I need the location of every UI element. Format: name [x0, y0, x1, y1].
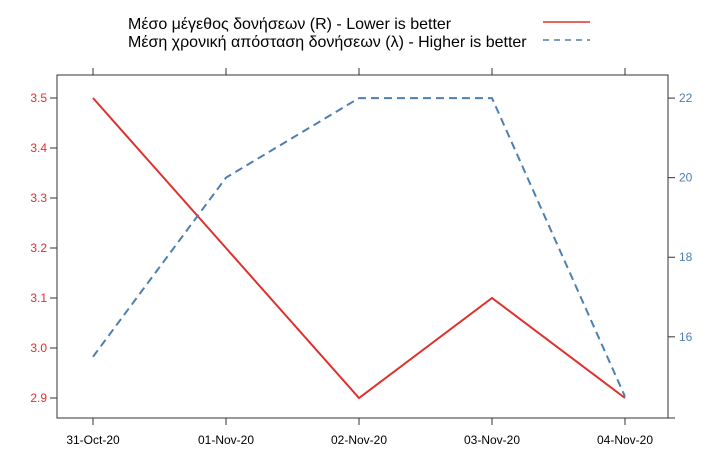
right-tick-label: 16 [679, 330, 693, 344]
left-tick-label: 3.4 [30, 141, 47, 155]
x-tick-label: 03-Nov-20 [464, 433, 520, 447]
legend: Μέσο μέγεθος δονήσεων (R) - Lower is bet… [128, 16, 590, 51]
x-tick-label: 01-Nov-20 [198, 433, 254, 447]
series-line-lambda [92, 97, 626, 397]
x-tick-label: 04-Nov-20 [597, 433, 653, 447]
legend-label-r: Μέσο μέγεθος δονήσεων (R) - Lower is bet… [128, 16, 452, 33]
left-tick-label: 3.1 [30, 291, 47, 305]
series-line-r [92, 97, 626, 400]
x-tick-label: 31-Oct-20 [66, 433, 120, 447]
plot-frame [56, 74, 669, 419]
right-tick-label: 20 [679, 171, 693, 185]
legend-label-lambda: Μέση χρονική απόσταση δονήσεων (λ) - Hig… [128, 34, 527, 51]
left-tick-label: 2.9 [30, 391, 47, 405]
left-tick-label: 3.0 [30, 341, 47, 355]
left-tick-label: 3.5 [30, 91, 47, 105]
right-tick-label: 18 [679, 250, 693, 264]
left-tick-label: 3.3 [30, 191, 47, 205]
x-tick-label: 02-Nov-20 [331, 433, 387, 447]
left-tick-label: 3.2 [30, 241, 47, 255]
right-tick-label: 22 [679, 91, 693, 105]
